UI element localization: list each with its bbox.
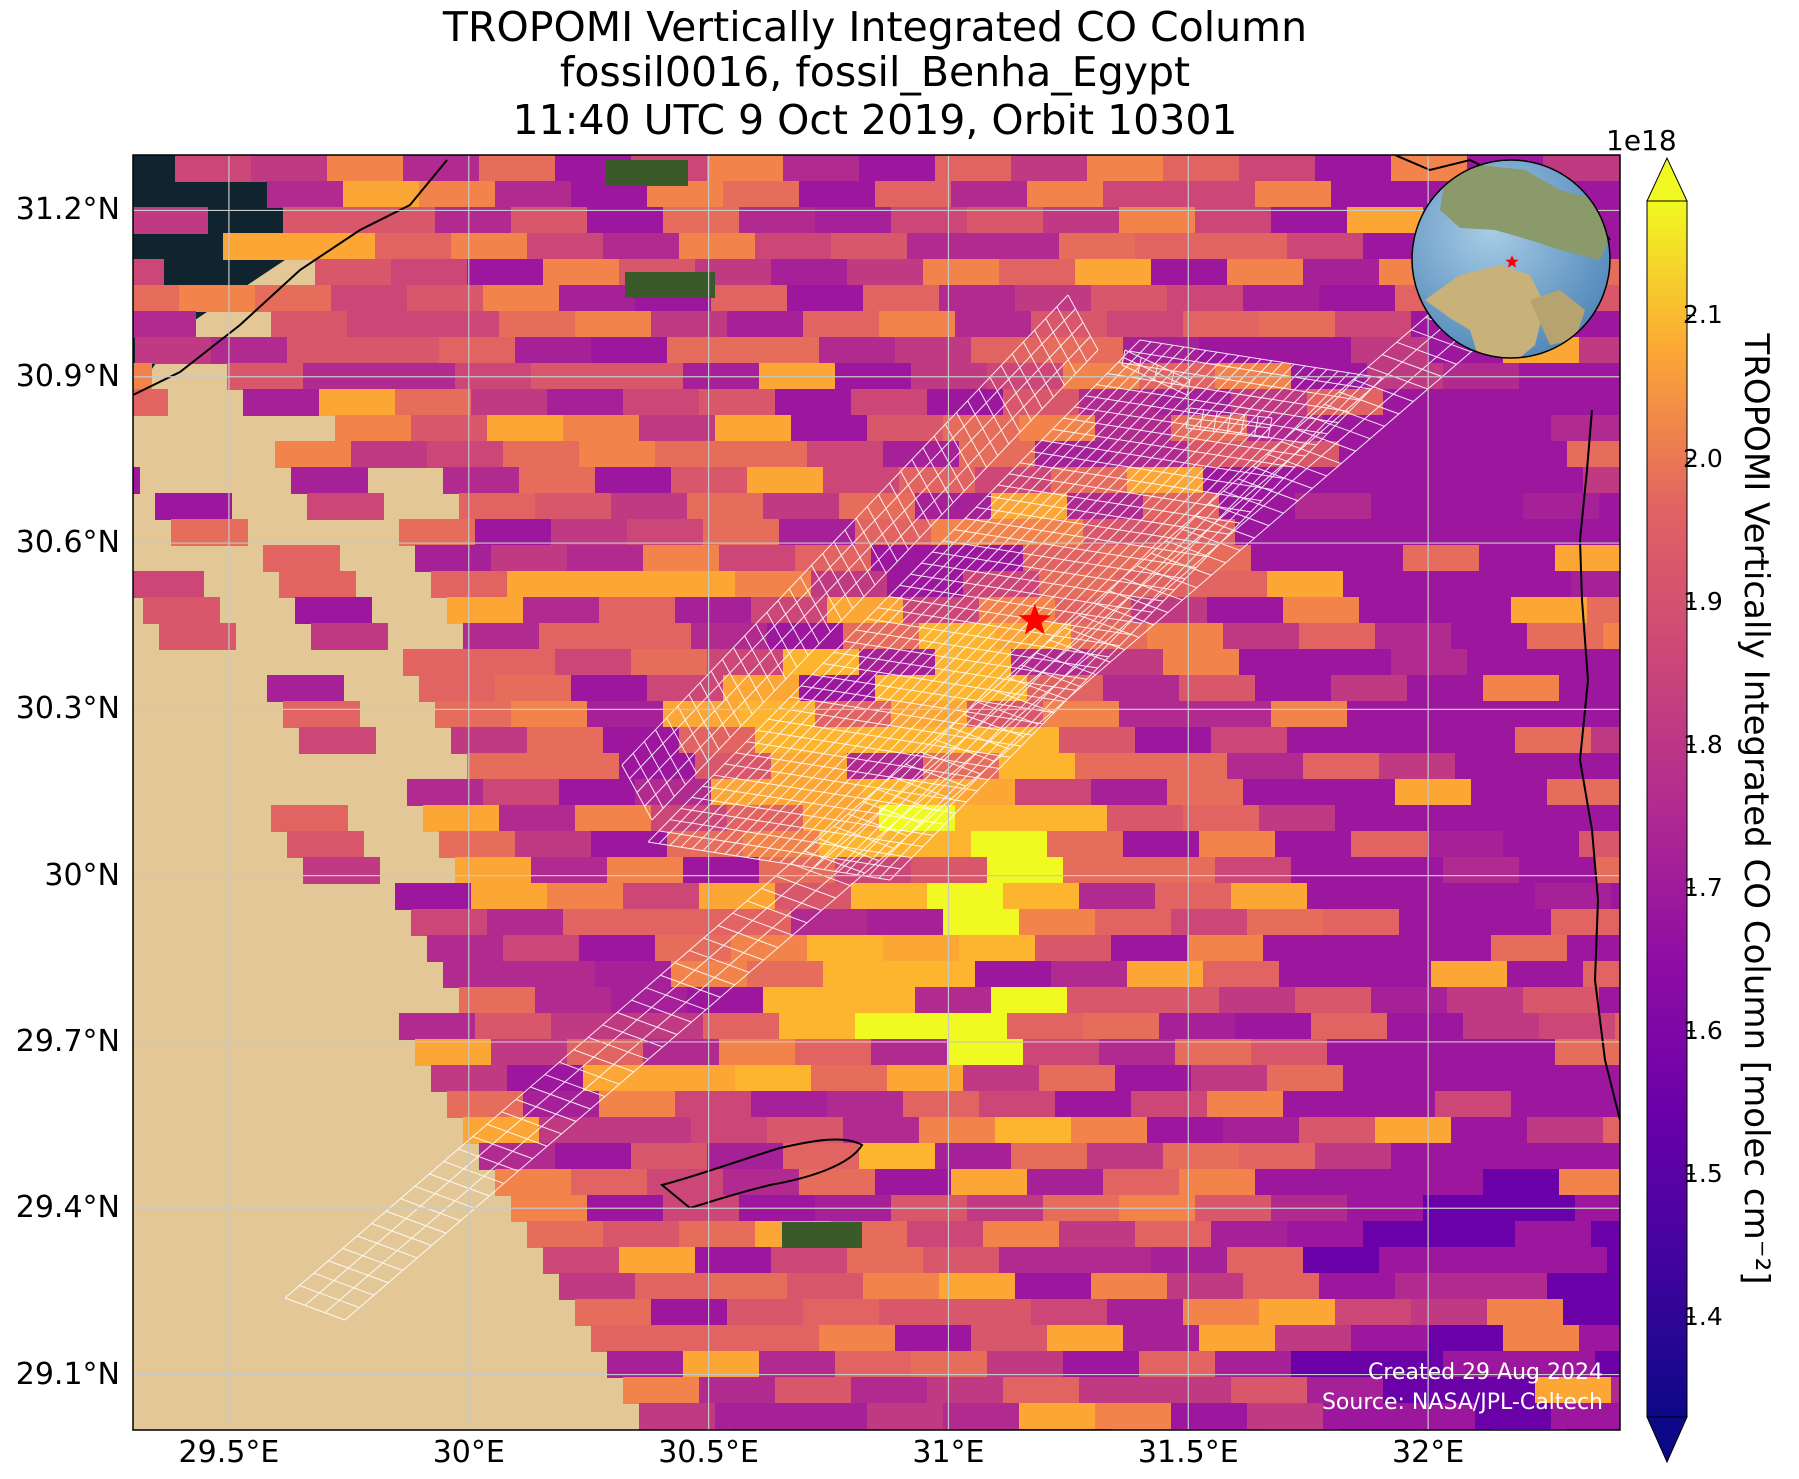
map-frame xyxy=(132,154,1621,1431)
target-grid-overlay xyxy=(284,294,1501,1321)
footer-created: Created 29 Aug 2024 xyxy=(1368,1360,1603,1385)
lat-tick-label: 30.6°N xyxy=(15,525,120,561)
title-line-3: 11:40 UTC 9 Oct 2019, Orbit 10301 xyxy=(512,96,1238,144)
coastline xyxy=(133,159,448,396)
lon-tick-label: 31.5°E xyxy=(1137,1435,1239,1470)
colorbar-tick-label: 2.1 xyxy=(1683,300,1723,330)
lat-tick-label: 30°N xyxy=(44,857,120,893)
colorbar-tick-label: 1.7 xyxy=(1683,872,1723,902)
title-line-1: TROPOMI Vertically Integrated CO Column xyxy=(442,3,1308,51)
inset-globe xyxy=(1411,159,1611,359)
colorbar-tick-label: 2.0 xyxy=(1683,443,1723,473)
lon-tick-label: 31°E xyxy=(912,1435,985,1470)
title-line-2: fossil0016, fossil_Benha_Egypt xyxy=(559,48,1191,96)
lat-tick-label: 30.3°N xyxy=(15,691,120,727)
vegetation-patch xyxy=(606,160,688,186)
colorbar-label: TROPOMI Vertically Integrated CO Column … xyxy=(1736,333,1776,1285)
globe-star-icon xyxy=(1505,255,1519,268)
colorbar-exponent: 1e18 xyxy=(1606,124,1677,157)
lon-tick-label: 30°E xyxy=(432,1435,505,1470)
graticule xyxy=(133,155,1620,1430)
lon-tick-label: 30.5°E xyxy=(658,1435,759,1470)
colorbar xyxy=(1646,156,1695,1464)
lat-tick-label: 31.2°N xyxy=(15,192,120,228)
colorbar-tick-label: 1.6 xyxy=(1683,1015,1723,1045)
lat-tick-label: 29.1°N xyxy=(15,1356,120,1392)
coastline xyxy=(1578,409,1620,1121)
colorbar-tick-label: 1.5 xyxy=(1683,1158,1723,1188)
colorbar-extend-bottom xyxy=(1646,1416,1688,1464)
colorbar-extend-top xyxy=(1646,156,1688,202)
lon-tick-label: 29.5°E xyxy=(178,1435,280,1470)
footer-source: Source: NASA/JPL-Caltech xyxy=(1321,1390,1603,1415)
lon-tick-label: 32°E xyxy=(1392,1435,1465,1470)
vegetation-patch xyxy=(782,1222,862,1248)
vegetation-patch xyxy=(625,272,715,298)
lat-tick-label: 30.9°N xyxy=(15,358,120,394)
lake-outline xyxy=(659,1138,864,1210)
lat-tick-label: 29.7°N xyxy=(15,1023,120,1059)
colorbar-tick-label: 1.4 xyxy=(1683,1301,1723,1331)
site-star-marker xyxy=(1018,603,1051,635)
colorbar-tick-label: 1.8 xyxy=(1683,729,1723,759)
colorbar-tick-label: 1.9 xyxy=(1683,586,1723,616)
lat-tick-label: 29.4°N xyxy=(15,1190,120,1226)
